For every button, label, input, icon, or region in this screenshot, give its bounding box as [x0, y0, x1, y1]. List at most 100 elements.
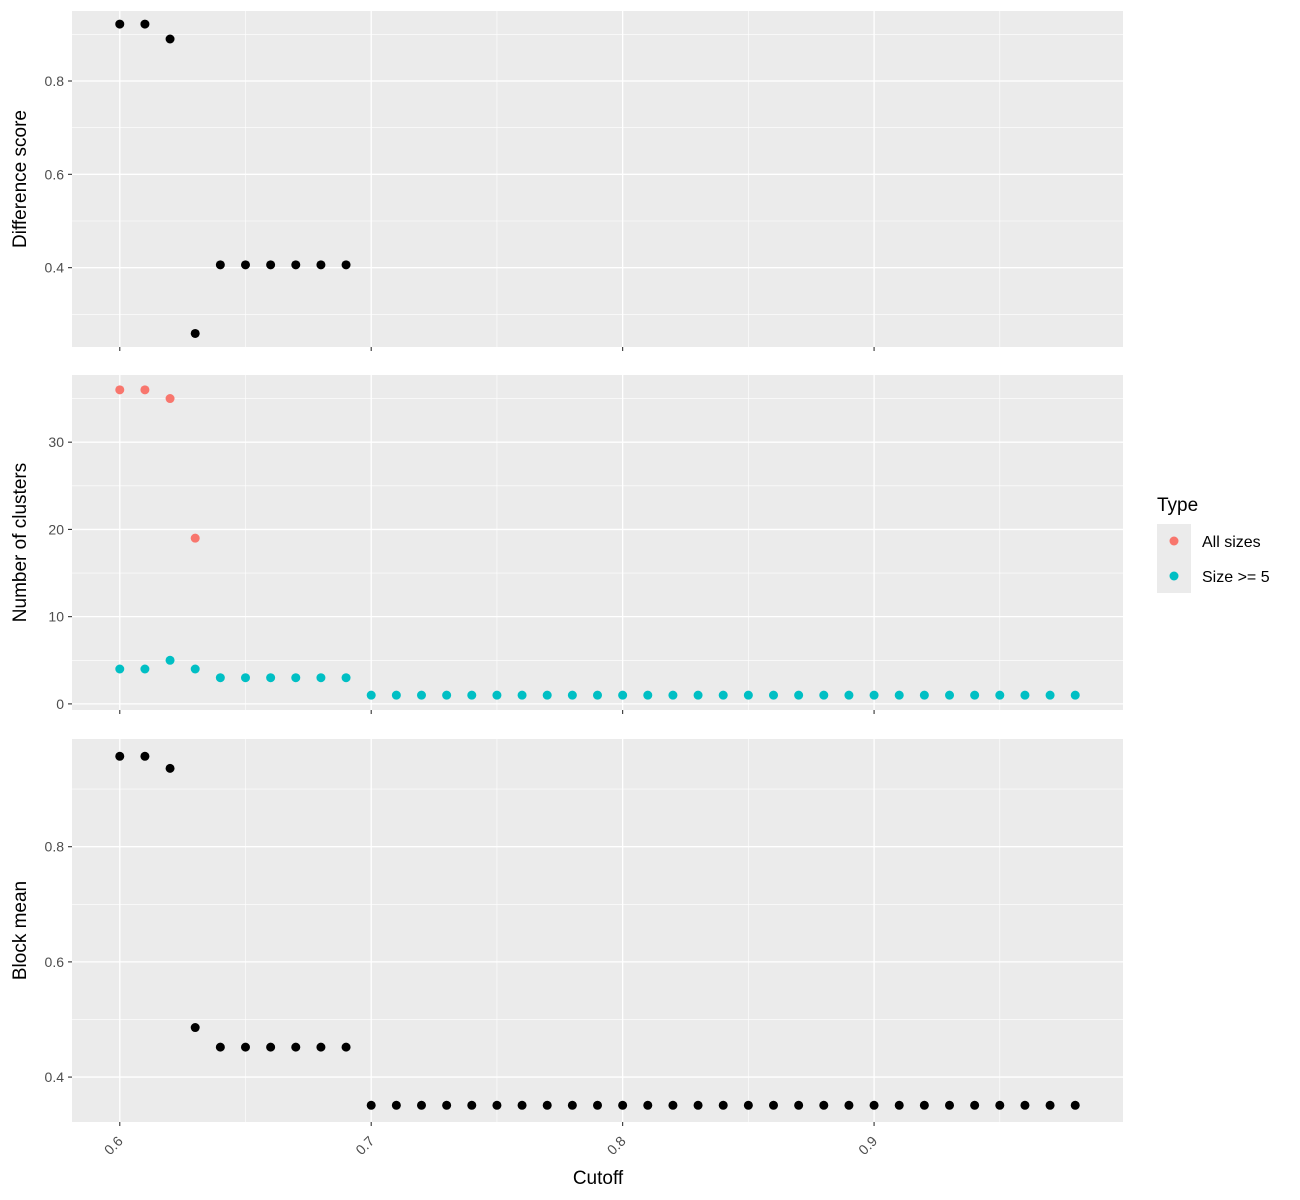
data-point-size-5	[115, 664, 125, 674]
data-point-all-sizes	[140, 385, 150, 395]
data-point-size-5	[593, 690, 602, 700]
data-point-size-5	[215, 673, 225, 683]
y-axis-title: Block mean	[10, 881, 31, 980]
legend: Type All sizes Size >= 5	[1157, 495, 1270, 593]
data-point-size-5	[869, 690, 879, 700]
data-point-series	[542, 1100, 552, 1110]
data-point-all-sizes	[190, 533, 200, 543]
data-point-size-5	[970, 690, 980, 700]
data-point-size-5	[140, 664, 150, 674]
data-point-series	[919, 1100, 929, 1110]
data-point-series	[593, 1100, 602, 1110]
data-point-size-5	[240, 673, 250, 683]
data-point-series	[442, 1100, 452, 1110]
data-point-size-5	[291, 673, 301, 683]
y-tick-label: 0.4	[45, 1069, 65, 1085]
panels-layer: 0.4 0.6 0.8 Difference score 0 10 20 30 Number o…	[10, 11, 1123, 1158]
data-point-all-sizes	[165, 394, 175, 404]
data-point-series	[391, 1100, 401, 1110]
data-point-size-5	[995, 690, 1005, 700]
data-point-size-5	[919, 690, 929, 700]
data-point-series	[492, 1100, 502, 1110]
data-point-series	[769, 1100, 779, 1110]
data-point-size-5	[1070, 690, 1080, 700]
panel-difference-score: 0.4 0.6 0.8 Difference score	[10, 11, 1123, 351]
data-point-size-5	[718, 690, 728, 700]
x-axis-title: Cutoff	[573, 1168, 624, 1189]
data-point-series	[618, 1100, 628, 1110]
legend-title: Type	[1157, 495, 1198, 516]
panel-background	[72, 739, 1123, 1122]
data-point-size-5	[945, 690, 955, 700]
data-point-series	[316, 260, 326, 270]
y-tick-label: 0	[56, 696, 64, 712]
data-point-series	[115, 751, 125, 761]
data-point-series	[140, 19, 150, 29]
data-point-series	[341, 1042, 351, 1052]
data-point-series	[165, 763, 175, 773]
data-point-size-5	[366, 690, 376, 700]
data-point-series	[1070, 1100, 1080, 1110]
data-point-series	[291, 1042, 301, 1052]
legend-label-size-ge-5: Size >= 5	[1202, 569, 1270, 586]
data-point-series	[140, 751, 150, 761]
data-point-series	[517, 1100, 527, 1110]
data-point-series	[416, 1100, 426, 1110]
panel-number-of-clusters: 0 10 20 30 Number of clusters	[10, 375, 1123, 714]
data-point-series	[794, 1100, 804, 1110]
legend-key-background	[1157, 524, 1191, 593]
data-point-series	[190, 328, 200, 338]
data-point-size-5	[894, 690, 904, 700]
data-point-size-5	[643, 690, 653, 700]
x-tick-label: 0.6	[101, 1133, 126, 1158]
data-point-size-5	[794, 690, 804, 700]
y-tick-label: 0.6	[45, 954, 65, 970]
data-point-series	[869, 1100, 879, 1110]
data-point-series	[567, 1100, 577, 1110]
data-point-size-5	[542, 690, 552, 700]
panel-block-mean: 0.4 0.6 0.8 Block mean 0.6 0.7 0.8 0.9	[10, 739, 1123, 1158]
data-point-size-5	[416, 690, 426, 700]
data-point-series	[844, 1100, 854, 1110]
data-point-size-5	[165, 655, 175, 665]
data-point-size-5	[391, 690, 401, 700]
data-point-series	[970, 1100, 980, 1110]
data-point-series	[894, 1100, 904, 1110]
panel-background	[72, 11, 1123, 347]
data-point-size-5	[266, 673, 276, 683]
y-tick-label: 10	[48, 609, 64, 625]
data-point-size-5	[492, 690, 502, 700]
data-point-series	[819, 1100, 829, 1110]
y-tick-label: 0.8	[45, 839, 65, 855]
data-point-size-5	[1020, 690, 1030, 700]
y-axis-title: Difference score	[10, 110, 31, 248]
data-point-series	[316, 1042, 326, 1052]
data-point-series	[668, 1100, 678, 1110]
y-tick-label: 30	[48, 434, 64, 450]
data-point-series	[215, 260, 225, 270]
legend-label-all-sizes: All sizes	[1202, 534, 1261, 551]
data-point-size-5	[844, 690, 854, 700]
x-tick-label: 0.8	[604, 1133, 629, 1158]
data-point-series	[1020, 1100, 1030, 1110]
y-tick-label: 0.8	[45, 73, 65, 89]
y-tick-label: 0.6	[45, 166, 65, 182]
data-point-size-5	[567, 690, 577, 700]
data-point-series	[266, 260, 276, 270]
data-point-size-5	[190, 664, 200, 674]
data-point-series	[643, 1100, 653, 1110]
y-tick-label: 20	[48, 521, 64, 537]
data-point-size-5	[442, 690, 452, 700]
data-point-size-5	[341, 673, 351, 683]
data-point-series	[945, 1100, 955, 1110]
data-point-series	[215, 1042, 225, 1052]
y-tick-label: 0.4	[45, 260, 65, 276]
data-point-series	[693, 1100, 703, 1110]
data-point-series	[341, 260, 351, 270]
data-point-size-5	[819, 690, 829, 700]
data-point-series	[190, 1023, 200, 1033]
x-tick-label: 0.9	[855, 1133, 880, 1158]
data-point-size-5	[618, 690, 628, 700]
data-point-series	[291, 260, 301, 270]
